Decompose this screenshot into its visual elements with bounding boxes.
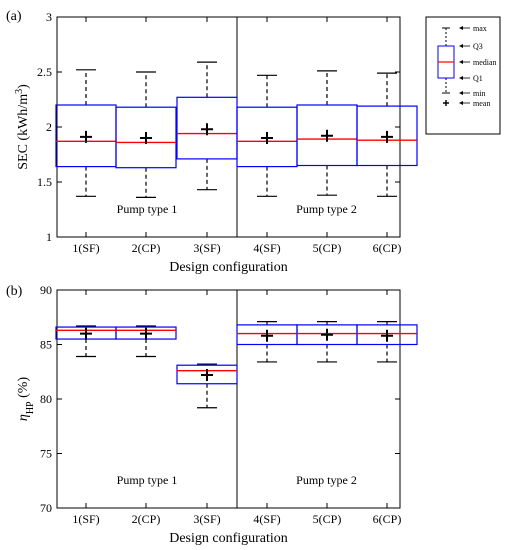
legend-item-label: min [473, 89, 485, 98]
group-label: Pump type 2 [296, 473, 357, 487]
x-tick-label: 6(CP) [373, 512, 402, 526]
x-tick-label: 5(CP) [313, 512, 342, 526]
y-axis-label-subscript: HP [25, 401, 36, 414]
x-tick-label: 6(CP) [373, 241, 402, 255]
x-tick-label: 3(SF) [193, 241, 220, 255]
box-3(SF) [176, 61, 238, 191]
x-axis-label: Design configuration [169, 531, 288, 546]
box-3(SF) [176, 363, 238, 409]
mean-marker [261, 329, 273, 342]
box-1(SF) [55, 69, 117, 197]
legend-arrowhead [459, 101, 463, 105]
mean-marker [381, 130, 393, 143]
x-tick-label: 2(CP) [132, 512, 161, 526]
y-tick-label: 2.5 [37, 65, 52, 79]
legend-item-label: max [473, 24, 487, 33]
group-label: Pump type 1 [117, 473, 178, 487]
panel-label: (b) [6, 284, 23, 299]
mean-marker [201, 369, 213, 382]
y-tick-label: 70 [40, 501, 52, 515]
y-tick-label: 2 [46, 120, 52, 134]
y-tick-label: 85 [40, 338, 52, 352]
legend-arrowhead [459, 91, 463, 95]
y-axis-label: SEC (kWh/m3) [14, 84, 32, 170]
y-axis-label-superscript: 3 [14, 89, 25, 94]
y-tick-label: 3 [46, 10, 52, 24]
mean-marker [321, 328, 333, 341]
box-iqr [356, 324, 418, 346]
mean-marker [80, 130, 92, 143]
y-tick-label: 80 [40, 392, 52, 406]
box-iqr [115, 106, 177, 169]
y-axis-label: ηHP (%) [16, 377, 36, 422]
legend-item-label: mean [473, 99, 490, 108]
x-tick-label: 3(SF) [193, 512, 220, 526]
y-tick-label: 75 [40, 447, 52, 461]
panel-label: (a) [6, 9, 22, 24]
y-tick-label: 1 [46, 230, 52, 244]
x-tick-label: 4(SF) [253, 512, 280, 526]
y-axis-label-symbol: η [16, 414, 31, 421]
box-2(CP) [115, 325, 177, 358]
y-axis-label-unit: (%) [16, 377, 31, 402]
box-iqr [356, 105, 418, 167]
x-tick-label: 1(SF) [72, 512, 99, 526]
legend-frame [425, 16, 501, 135]
x-axis-label: Design configuration [169, 260, 288, 275]
chart-panel-a: 1 1.5 2 2.5 3 1(SF) 2(CP) 3(SF) 4(SF) 5(CP) 6(CP) P… [6, 9, 501, 275]
box-iqr [176, 364, 238, 385]
legend-arrowhead [459, 60, 463, 64]
box-6(CP) [356, 321, 418, 363]
x-tick-label: 2(CP) [132, 241, 161, 255]
legend-item-label: median [473, 58, 497, 67]
mean-marker [201, 123, 213, 136]
box-5(CP) [296, 70, 358, 196]
box-5(CP) [296, 321, 358, 363]
box-2(CP) [115, 71, 177, 198]
mean-marker [140, 132, 152, 144]
group-label: Pump type 1 [117, 202, 178, 216]
box-1(SF) [55, 325, 117, 358]
x-tick-label: 5(CP) [313, 241, 342, 255]
legend-item-label: Q3 [473, 42, 483, 51]
chart-panel-b: 70 75 80 85 90 1(SF) 2(CP) 3(SF) 4(SF) 5(CP) 6(CP)… [6, 283, 418, 546]
y-tick-label: 90 [40, 283, 52, 297]
group-label: Pump type 2 [296, 202, 357, 216]
box-4(SF) [236, 321, 298, 363]
box-6(CP) [356, 72, 418, 197]
mean-marker [140, 327, 152, 340]
legend-arrowhead [459, 44, 463, 48]
x-tick-label: 1(SF) [72, 241, 99, 255]
legend-mean-marker [443, 100, 449, 106]
box-4(SF) [236, 74, 298, 197]
legend-arrowhead [459, 76, 463, 80]
mean-marker [381, 329, 393, 342]
mean-marker [80, 327, 92, 340]
legend-item-label: Q1 [473, 74, 483, 83]
y-axis-label-close: ) [16, 84, 31, 89]
y-tick-label: 1.5 [37, 175, 52, 189]
x-tick-label: 4(SF) [253, 241, 280, 255]
mean-marker [321, 129, 333, 142]
legend-arrowhead [459, 26, 463, 30]
y-axis-label-main: SEC (kWh/m [16, 94, 31, 170]
mean-marker [261, 132, 273, 144]
